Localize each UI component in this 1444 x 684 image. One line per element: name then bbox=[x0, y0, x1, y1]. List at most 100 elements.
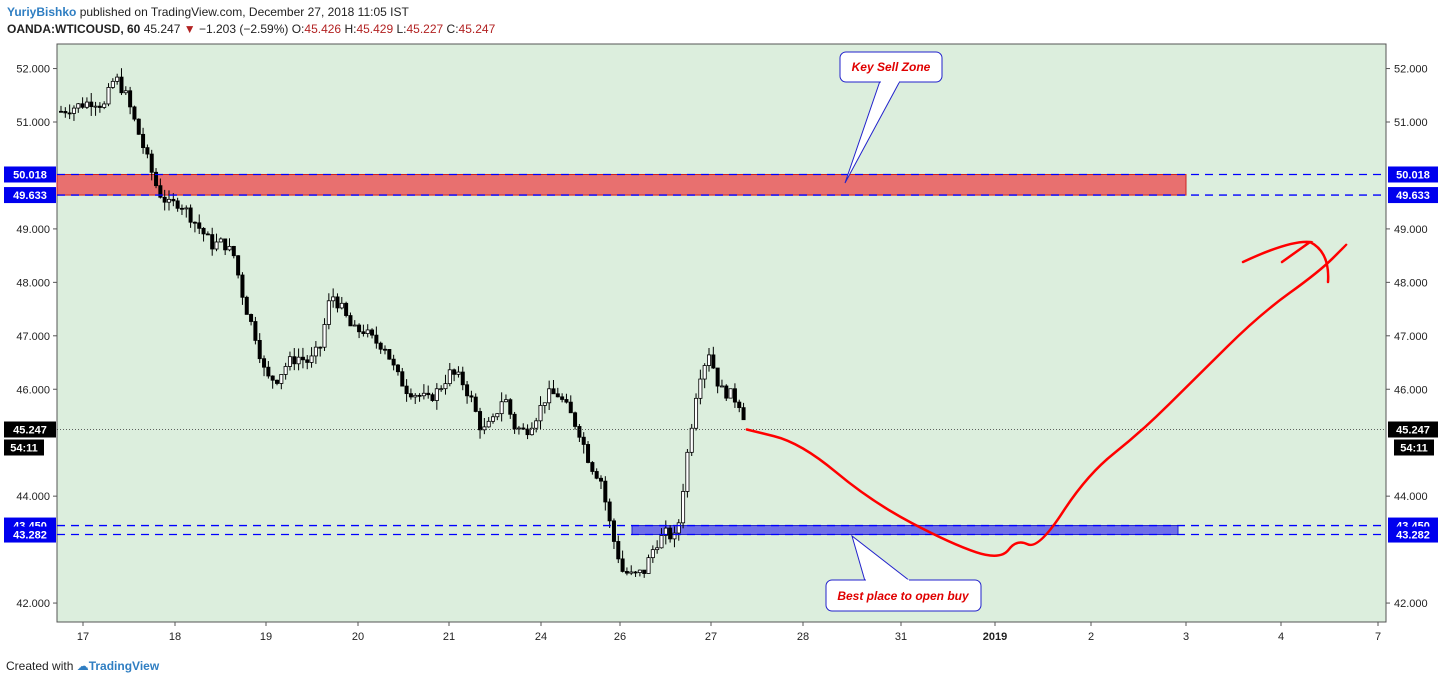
candle-body bbox=[650, 549, 655, 559]
candle-body bbox=[223, 238, 228, 251]
candle-body bbox=[732, 388, 737, 403]
level-tag-left: 50.018 bbox=[13, 169, 47, 181]
candle-body bbox=[361, 331, 366, 334]
candle-body bbox=[516, 427, 521, 430]
candle-body bbox=[326, 300, 331, 325]
candle-body bbox=[76, 103, 81, 109]
tradingview-logo-icon[interactable]: ☁ bbox=[76, 659, 89, 673]
countdown-tag-right-bg bbox=[1394, 439, 1434, 456]
sell-zone[interactable] bbox=[56, 173, 1187, 196]
high-value: 45.429 bbox=[356, 22, 394, 36]
symbol-info: OANDA:WTICOUSD, 60 45.247 ▼ −1.203 (−2.5… bbox=[7, 22, 495, 36]
candle-body bbox=[344, 302, 349, 316]
candle-body bbox=[590, 462, 595, 472]
candle-body bbox=[322, 324, 327, 348]
candle-body bbox=[244, 296, 249, 315]
candle-body bbox=[300, 356, 305, 361]
candle-body bbox=[67, 112, 72, 115]
candle-body bbox=[724, 385, 729, 399]
level-tag-right-bg bbox=[1388, 166, 1438, 183]
candle-body bbox=[93, 105, 98, 108]
x-tick-label: 31 bbox=[895, 631, 907, 643]
candle-body bbox=[132, 106, 137, 120]
change-text: −1.203 (−2.59%) bbox=[198, 22, 289, 36]
candle-body bbox=[482, 426, 487, 431]
candle-body bbox=[205, 233, 210, 236]
candle-body bbox=[637, 569, 642, 573]
candle-body bbox=[218, 238, 223, 243]
x-tick-label: 21 bbox=[443, 631, 455, 643]
y-tick-label-left: 46.000 bbox=[16, 384, 50, 396]
level-tag-left: 49.633 bbox=[13, 190, 47, 202]
open-value: 45.426 bbox=[304, 22, 342, 36]
high-label: H: bbox=[344, 22, 357, 36]
last-price-tag-right-bg bbox=[1388, 421, 1438, 438]
candle-body bbox=[629, 571, 634, 574]
candle-body bbox=[162, 196, 167, 203]
sell-callout-text: Key Sell Zone bbox=[852, 60, 931, 74]
open-label: O: bbox=[291, 22, 305, 36]
candle-body bbox=[262, 358, 267, 368]
candle-body bbox=[681, 491, 686, 524]
candle-body bbox=[611, 520, 616, 542]
candle-body bbox=[473, 396, 478, 412]
y-tick-label-right: 44.000 bbox=[1394, 491, 1428, 503]
candle-body bbox=[400, 371, 405, 387]
candle-body bbox=[110, 80, 115, 88]
candle-body bbox=[512, 413, 517, 430]
candle-body bbox=[158, 185, 163, 198]
footer-brand[interactable]: TradingView bbox=[88, 659, 160, 673]
level-tag-right-bg bbox=[1388, 526, 1438, 543]
y-tick-label-left: 51.000 bbox=[16, 117, 50, 129]
candle-body bbox=[642, 569, 647, 574]
candle-body bbox=[192, 221, 197, 224]
x-tick-label: 2 bbox=[1088, 631, 1094, 643]
candle-body bbox=[616, 541, 621, 560]
projection-path[interactable] bbox=[745, 243, 1348, 557]
x-tick-label: 24 bbox=[535, 631, 547, 643]
y-tick-label-left: 42.000 bbox=[16, 598, 50, 610]
candle-body bbox=[486, 420, 491, 428]
last-price-tag-left-bg bbox=[4, 421, 56, 438]
y-tick-label-left: 48.000 bbox=[16, 277, 50, 289]
candle-body bbox=[547, 388, 552, 404]
candle-body bbox=[564, 399, 569, 403]
candle-body bbox=[391, 358, 396, 366]
candle-body bbox=[188, 207, 193, 223]
candle-body bbox=[370, 329, 375, 336]
buy-zone[interactable] bbox=[631, 525, 1179, 536]
y-tick-label-left: 44.000 bbox=[16, 491, 50, 503]
x-tick-label: 18 bbox=[169, 631, 181, 643]
y-tick-label-right: 51.000 bbox=[1394, 117, 1428, 129]
y-tick-label-right: 47.000 bbox=[1394, 331, 1428, 343]
candle-body bbox=[283, 366, 288, 375]
candle-body bbox=[542, 402, 547, 406]
y-tick-label-right: 48.000 bbox=[1394, 277, 1428, 289]
candle-body bbox=[538, 405, 543, 422]
candle-body bbox=[240, 274, 245, 298]
candle-body bbox=[603, 480, 608, 503]
candle-body bbox=[348, 315, 353, 327]
candle-body bbox=[426, 392, 431, 396]
candle-body bbox=[551, 388, 556, 395]
author-name[interactable]: YuriyBishko bbox=[7, 5, 77, 19]
x-tick-label: 27 bbox=[705, 631, 717, 643]
candle-body bbox=[568, 401, 573, 414]
candle-body bbox=[495, 413, 500, 418]
candle-body bbox=[434, 388, 439, 401]
candle-body bbox=[672, 532, 677, 540]
candle-body bbox=[89, 101, 94, 108]
candle-body bbox=[668, 527, 673, 540]
candle-body bbox=[171, 198, 176, 202]
candle-body bbox=[469, 395, 474, 398]
candle-body bbox=[292, 356, 297, 365]
level-tag-right-bg bbox=[1388, 187, 1438, 204]
candle-body bbox=[365, 329, 370, 334]
candle-body bbox=[236, 255, 241, 276]
candle-body bbox=[184, 207, 189, 210]
candle-body bbox=[586, 444, 591, 463]
candle-body bbox=[395, 364, 400, 373]
candle-body bbox=[136, 118, 141, 135]
candle-body bbox=[439, 388, 444, 391]
